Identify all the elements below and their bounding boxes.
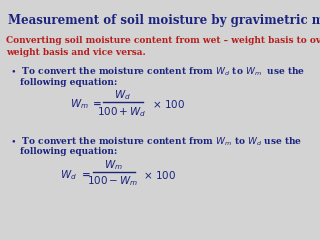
Text: $W_m$: $W_m$ (70, 97, 89, 111)
Text: weight basis and vice versa.: weight basis and vice versa. (6, 48, 146, 57)
Text: $\bullet$  To convert the moisture content from $W_m$ to $W_d$ use the: $\bullet$ To convert the moisture conten… (10, 135, 302, 148)
Text: =: = (93, 100, 102, 108)
Text: $W_d$: $W_d$ (114, 88, 131, 102)
Text: $W_m$: $W_m$ (104, 158, 123, 172)
Text: $\bullet$  To convert the moisture content from $W_d$ to $W_m$  use the: $\bullet$ To convert the moisture conten… (10, 66, 305, 78)
Text: following equation:: following equation: (20, 78, 117, 87)
Text: $W_d$: $W_d$ (60, 168, 77, 182)
Text: $\times\ 100$: $\times\ 100$ (152, 98, 185, 110)
Text: $100 - W_m$: $100 - W_m$ (87, 174, 139, 188)
Text: =: = (82, 170, 91, 180)
Text: Measurement of soil moisture by gravimetric method: Measurement of soil moisture by gravimet… (8, 14, 320, 27)
Text: following equation:: following equation: (20, 147, 117, 156)
Text: $100 + W_d$: $100 + W_d$ (97, 105, 147, 119)
Text: Converting soil moisture content from wet – weight basis to oven dry-: Converting soil moisture content from we… (6, 36, 320, 45)
Text: $\times\ 100$: $\times\ 100$ (143, 169, 176, 181)
